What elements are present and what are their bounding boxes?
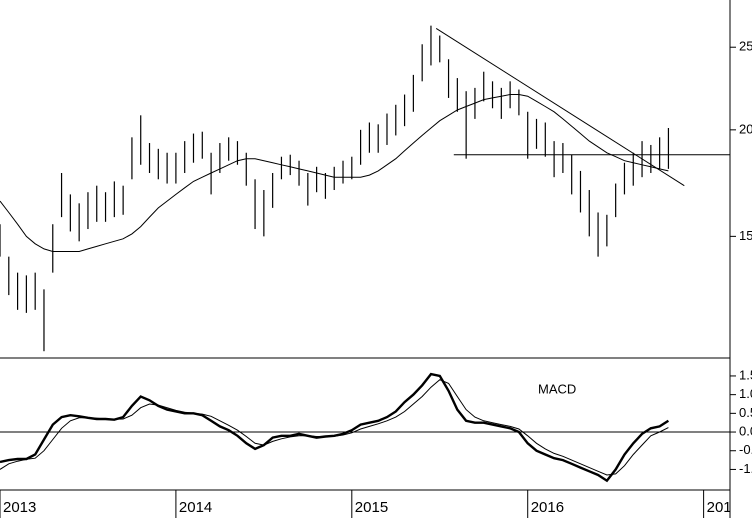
y-tick-label: 20: [739, 121, 752, 136]
x-tick-label: 2015: [355, 499, 388, 516]
y-tick-label: -0.5: [739, 442, 752, 457]
macd-label: MACD: [538, 381, 576, 396]
y-tick-label: 0.5: [739, 405, 752, 420]
y-tick-label: 15: [739, 228, 752, 243]
x-tick-label: 2016: [531, 499, 564, 516]
moving-average: [0, 94, 669, 252]
plot-area: 2013 2014 2015 2016 2017: [0, 25, 740, 518]
macd-line: [0, 379, 669, 476]
y-tick-label: 0.0: [739, 423, 752, 438]
x-tick-label: 2013: [3, 499, 36, 516]
x-tick-label: 2014: [179, 499, 212, 516]
x-tick-label: 2017: [707, 499, 740, 516]
trendline: [435, 27, 685, 187]
y-tick-label: 1.0: [739, 386, 752, 401]
y-tick-label: 1.5: [739, 367, 752, 382]
y-tick-label: -1.0: [739, 461, 752, 476]
y-tick-label: 25: [739, 39, 752, 54]
